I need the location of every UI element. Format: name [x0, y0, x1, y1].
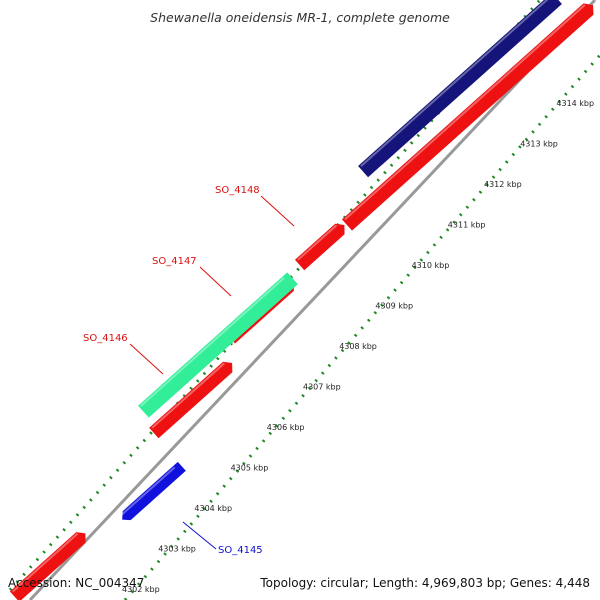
genome-title: Shewanella oneidensis MR-1, complete gen…	[150, 10, 450, 25]
gene-features	[9, 0, 598, 600]
cds-so4148-highlight	[297, 224, 338, 261]
cds-so4146-shape	[149, 361, 233, 439]
tick-label-4310: 4310 kbp	[412, 261, 450, 270]
backbone-line	[28, 0, 597, 600]
tick-label-4305: 4305 kbp	[231, 464, 269, 473]
tick-label-4309: 4309 kbp	[375, 302, 413, 311]
tick-label-4312: 4312 kbp	[484, 180, 522, 189]
tick-label-4311: 4311 kbp	[448, 221, 486, 230]
tick-label-4307: 4307 kbp	[303, 383, 341, 392]
leader-line-so_4146	[129, 343, 164, 375]
leader-line-so_4145	[182, 521, 217, 550]
dark-feature-shape	[358, 0, 562, 178]
gene-green-highlight	[140, 277, 285, 407]
cds-bottom-shape	[9, 532, 86, 600]
accession-text: Accession: NC_004347	[8, 576, 144, 590]
ruler-ticks: 4302 kbp 4303 kbp 4304 kbp 4305 kbp 4306 kbp…	[122, 99, 594, 594]
gene-so4145-shape	[122, 461, 186, 521]
gene-green[interactable]	[138, 272, 298, 418]
gene-green-shape	[138, 272, 298, 418]
inner-tick-track	[123, 54, 600, 600]
genome-summary-text: Topology: circular; Length: 4,969,803 bp…	[259, 576, 590, 590]
cds-so4146[interactable]	[149, 358, 237, 439]
tick-label-4303: 4303 kbp	[158, 545, 196, 554]
cds-so4148[interactable]	[294, 220, 349, 271]
tick-label-4308: 4308 kbp	[339, 342, 377, 351]
tick-label-4302: 4302 kbp	[122, 585, 160, 594]
gene-label-so_4145[interactable]: SO_4145	[218, 545, 263, 556]
tick-label-4314: 4314 kbp	[556, 99, 594, 108]
cds-top-shape	[341, 3, 594, 231]
gene-label-so_4147[interactable]: SO_4147	[152, 256, 197, 267]
gene-so4145[interactable]	[118, 461, 186, 524]
cds-so4148-shape	[294, 223, 345, 271]
leader-line-so_4148	[260, 195, 295, 227]
leader-line-so_4147	[199, 266, 232, 297]
gene-label-so_4148[interactable]: SO_4148	[215, 185, 260, 196]
gene-labels: SO_4148 SO_4147 SO_4146 SO_4145	[83, 185, 295, 556]
cds-bottom-highlight	[12, 532, 79, 593]
dark-feature-highlight	[360, 0, 550, 167]
dark-feature[interactable]	[358, 0, 562, 178]
tick-label-4313: 4313 kbp	[520, 140, 558, 149]
cds-bottom[interactable]	[9, 528, 90, 600]
cds-so4146-highlight	[151, 362, 225, 429]
gene-label-so_4146[interactable]: SO_4146	[83, 333, 128, 344]
tick-label-4306: 4306 kbp	[267, 423, 305, 432]
tick-label-4304: 4304 kbp	[194, 504, 232, 513]
cds-top[interactable]	[341, 0, 598, 231]
gene-so4145-highlight	[120, 466, 176, 517]
cds-top-highlight	[344, 4, 586, 221]
